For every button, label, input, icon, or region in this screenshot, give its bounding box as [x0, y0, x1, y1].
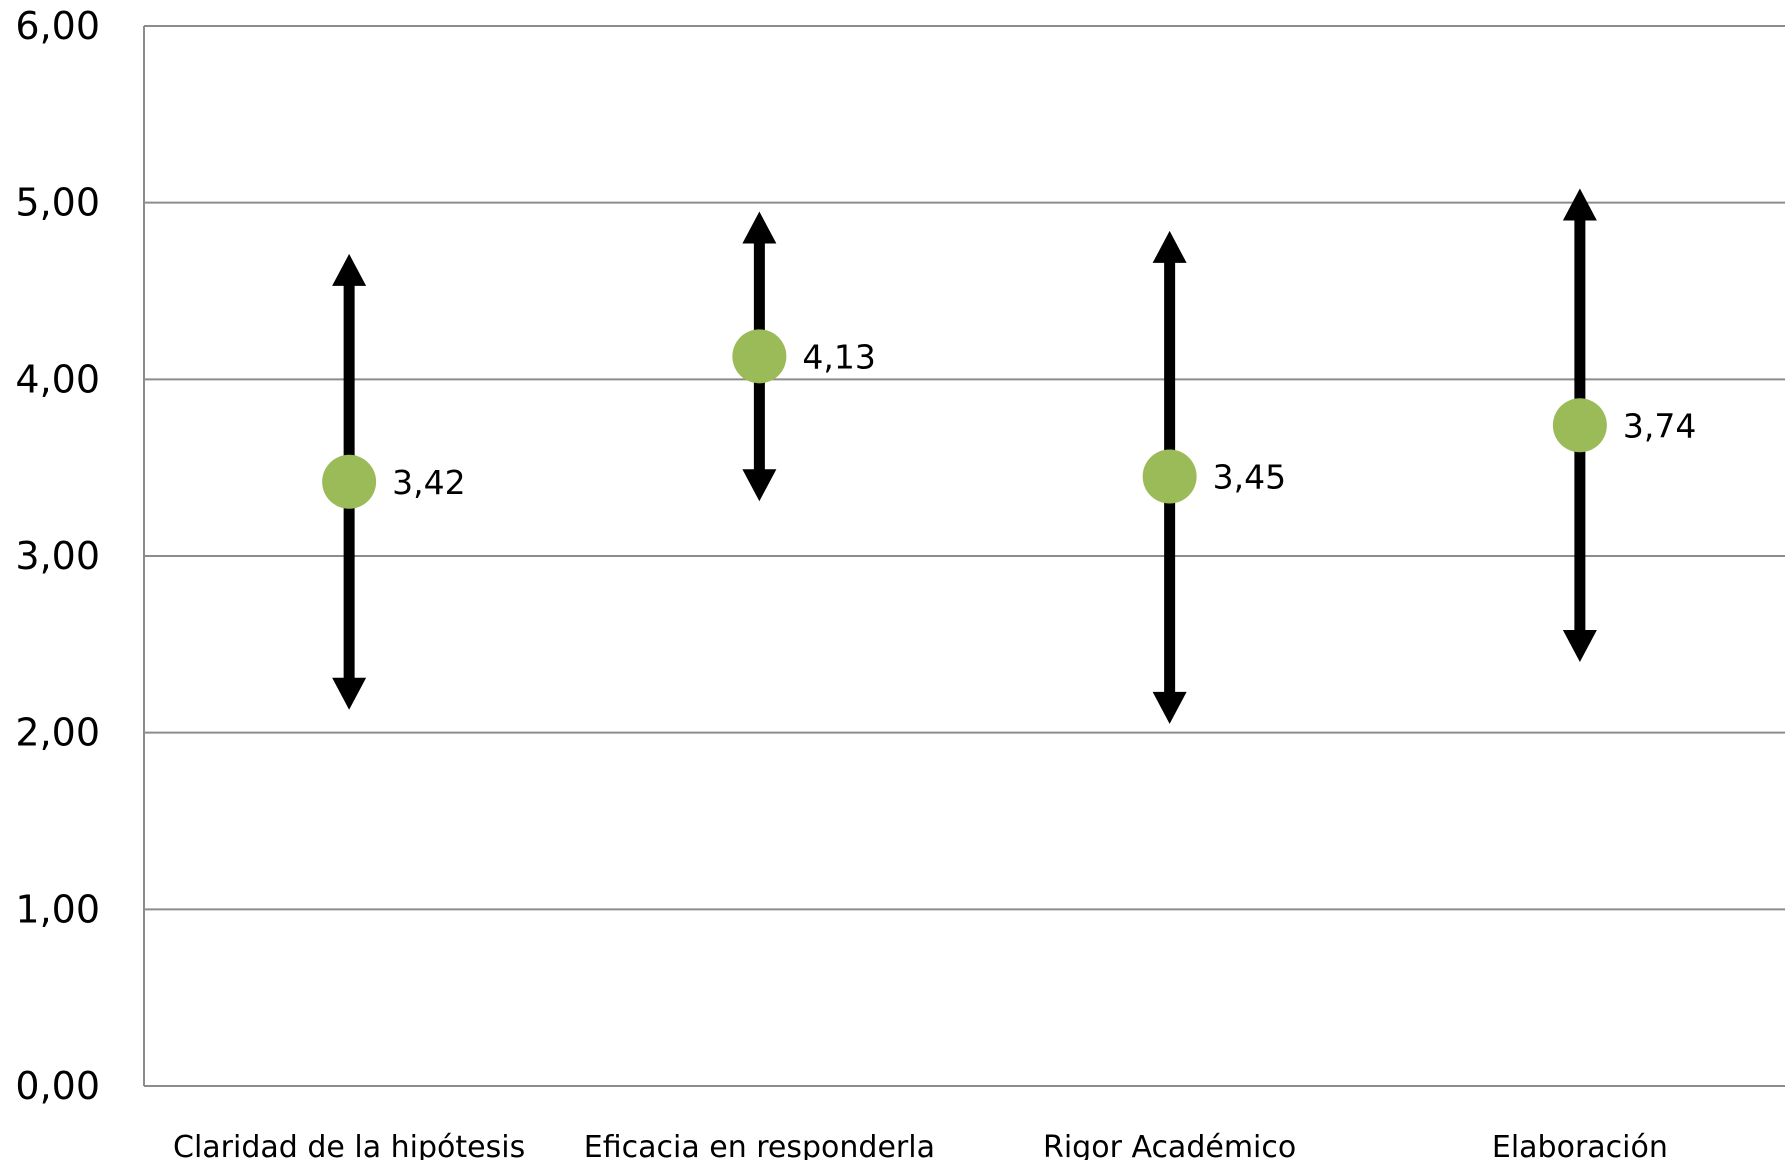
data-point [1142, 449, 1197, 504]
x-category-label: Eficacia en responderla [584, 1130, 935, 1160]
data-point [732, 329, 787, 384]
error-bar-arrow-down [742, 469, 777, 502]
y-tick-label: 1,00 [15, 887, 100, 931]
error-bar-arrow-down [1152, 691, 1187, 724]
gridlines [144, 25, 1785, 911]
data-point [322, 454, 377, 509]
data-label: 3,45 [1213, 458, 1286, 497]
x-category-label: Elaboración [1492, 1130, 1668, 1160]
axes [143, 26, 1785, 1087]
error-bars [332, 188, 1597, 724]
y-tick-label: 5,00 [15, 181, 100, 225]
data-points [322, 329, 1607, 509]
error-bar-arrow-up [742, 211, 777, 244]
y-tick-label: 6,00 [15, 4, 100, 48]
x-axis-category-labels: Claridad de la hipótesis Eficacia en resp… [173, 1130, 1668, 1160]
error-bar-arrow-down [332, 677, 367, 710]
data-point [1552, 398, 1607, 453]
x-category-label: Rigor Académico [1043, 1130, 1296, 1160]
error-bar-arrow-up [1152, 230, 1187, 263]
data-label: 3,42 [392, 463, 465, 502]
y-tick-label: 0,00 [15, 1064, 100, 1108]
error-bar-arrow-up [1562, 188, 1597, 221]
data-label: 4,13 [802, 337, 875, 376]
x-category-label: Claridad de la hipótesis [173, 1130, 525, 1160]
y-tick-label: 4,00 [15, 357, 100, 401]
data-label: 3,74 [1623, 406, 1696, 445]
y-axis-tick-labels: 0,00 1,00 2,00 3,00 4,00 5,00 6,00 [15, 4, 100, 1108]
y-tick-label: 2,00 [15, 711, 100, 755]
data-labels: 3,42 4,13 3,45 3,74 [392, 337, 1696, 501]
error-bar-arrow-up [332, 253, 367, 286]
y-tick-label: 3,00 [15, 534, 100, 578]
error-bar-arrow-down [1562, 630, 1597, 662]
